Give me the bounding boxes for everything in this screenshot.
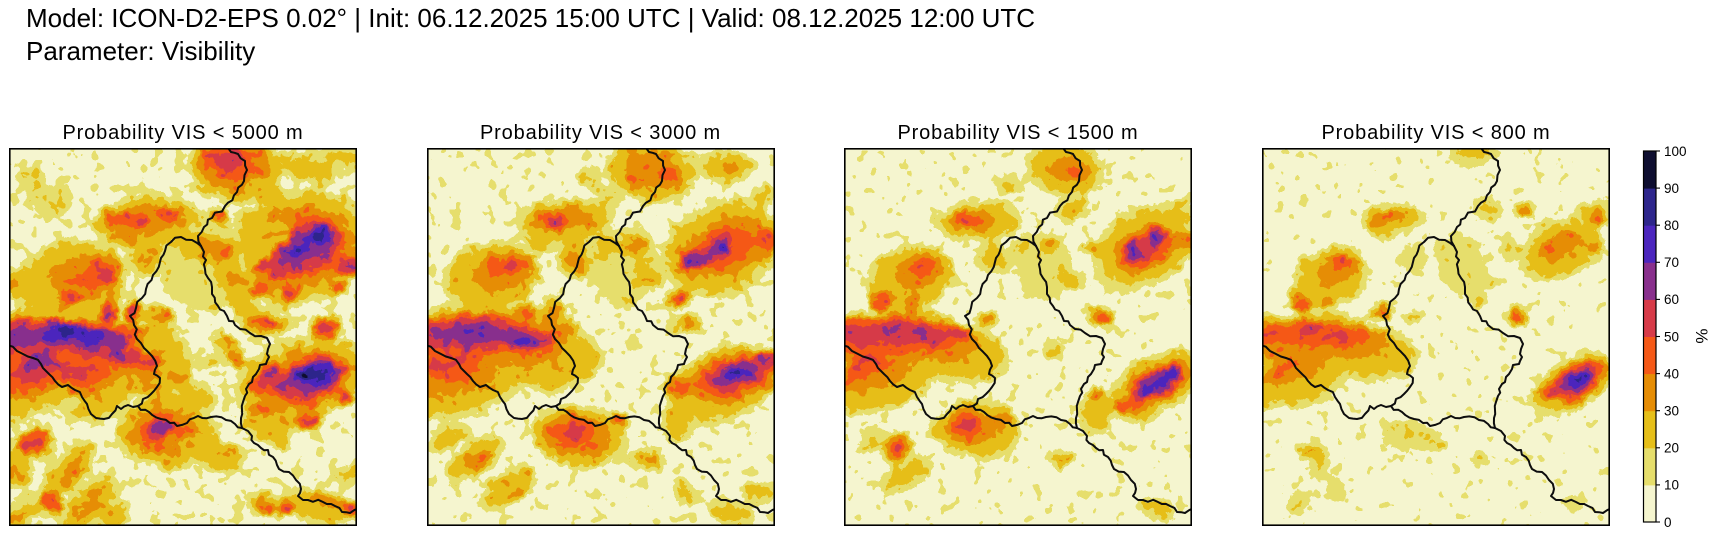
svg-text:70: 70	[1664, 255, 1679, 270]
svg-text:%: %	[1692, 328, 1711, 343]
svg-text:80: 80	[1664, 218, 1679, 233]
svg-text:40: 40	[1664, 366, 1679, 381]
svg-text:90: 90	[1664, 181, 1679, 196]
svg-text:0: 0	[1664, 515, 1672, 530]
svg-text:100: 100	[1664, 144, 1687, 159]
svg-text:30: 30	[1664, 404, 1679, 419]
svg-text:20: 20	[1664, 441, 1679, 456]
svg-text:10: 10	[1664, 478, 1679, 493]
svg-text:50: 50	[1664, 329, 1679, 344]
svg-text:60: 60	[1664, 292, 1679, 307]
